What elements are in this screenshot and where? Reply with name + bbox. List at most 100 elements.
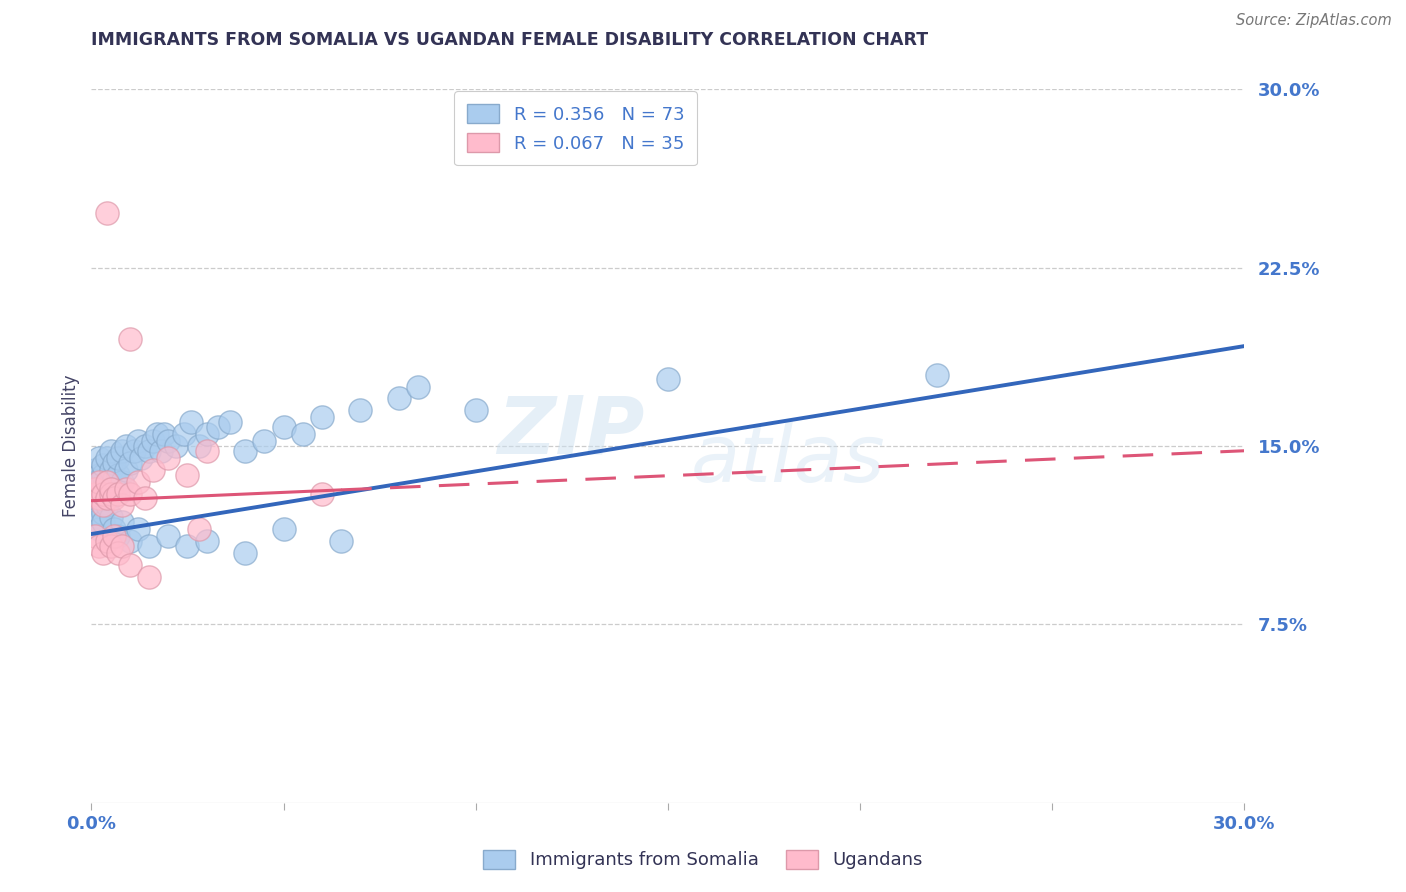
Point xyxy=(84,486,107,500)
Point xyxy=(87,491,110,506)
Point xyxy=(273,420,295,434)
Point xyxy=(107,529,129,543)
Point xyxy=(657,372,679,386)
Point xyxy=(91,546,114,560)
Point xyxy=(87,539,110,553)
Point xyxy=(118,456,141,470)
Y-axis label: Female Disability: Female Disability xyxy=(62,375,80,517)
Point xyxy=(111,499,134,513)
Point xyxy=(84,515,107,529)
Point xyxy=(253,434,276,449)
Point xyxy=(134,439,156,453)
Point xyxy=(311,486,333,500)
Point xyxy=(349,403,371,417)
Point xyxy=(91,482,114,496)
Point xyxy=(195,443,218,458)
Point xyxy=(91,486,114,500)
Point xyxy=(157,529,180,543)
Point xyxy=(173,427,195,442)
Point xyxy=(388,392,411,406)
Point xyxy=(207,420,229,434)
Point xyxy=(115,482,138,496)
Point xyxy=(96,534,118,549)
Point xyxy=(273,522,295,536)
Text: atlas: atlas xyxy=(690,421,886,500)
Point xyxy=(142,434,165,449)
Point xyxy=(122,443,145,458)
Point xyxy=(464,403,486,417)
Point xyxy=(96,206,118,220)
Point xyxy=(406,379,429,393)
Point xyxy=(103,522,125,536)
Point xyxy=(115,463,138,477)
Point xyxy=(96,475,118,489)
Point xyxy=(157,450,180,465)
Point xyxy=(96,499,118,513)
Point xyxy=(96,475,118,489)
Point xyxy=(107,450,129,465)
Point xyxy=(195,427,218,442)
Point xyxy=(138,570,160,584)
Point xyxy=(100,486,122,500)
Point xyxy=(87,522,110,536)
Point xyxy=(115,439,138,453)
Point xyxy=(131,450,153,465)
Point xyxy=(100,482,122,496)
Point xyxy=(107,486,129,500)
Legend: Immigrants from Somalia, Ugandans: Immigrants from Somalia, Ugandans xyxy=(474,840,932,879)
Point xyxy=(91,467,114,482)
Point xyxy=(100,539,122,553)
Point xyxy=(87,450,110,465)
Text: ZIP: ZIP xyxy=(498,392,645,471)
Point xyxy=(84,482,107,496)
Point xyxy=(96,486,118,500)
Point xyxy=(91,499,114,513)
Point xyxy=(111,539,134,553)
Point xyxy=(91,458,114,472)
Text: Source: ZipAtlas.com: Source: ZipAtlas.com xyxy=(1236,13,1392,29)
Point xyxy=(100,482,122,496)
Point xyxy=(180,415,202,429)
Point xyxy=(87,499,110,513)
Point xyxy=(176,467,198,482)
Point xyxy=(127,475,149,489)
Point xyxy=(84,529,107,543)
Point xyxy=(311,410,333,425)
Point xyxy=(127,434,149,449)
Point xyxy=(118,332,141,346)
Point xyxy=(91,506,114,520)
Point xyxy=(233,546,256,560)
Point xyxy=(330,534,353,549)
Point xyxy=(188,522,211,536)
Point xyxy=(84,475,107,489)
Point xyxy=(176,539,198,553)
Text: IMMIGRANTS FROM SOMALIA VS UGANDAN FEMALE DISABILITY CORRELATION CHART: IMMIGRANTS FROM SOMALIA VS UGANDAN FEMAL… xyxy=(91,31,928,49)
Point xyxy=(145,427,167,442)
Point xyxy=(91,515,114,529)
Point xyxy=(138,443,160,458)
Point xyxy=(103,491,125,506)
Point xyxy=(87,475,110,489)
Point xyxy=(111,515,134,529)
Point xyxy=(100,510,122,524)
Point xyxy=(149,443,172,458)
Point xyxy=(111,475,134,489)
Point xyxy=(103,529,125,543)
Point xyxy=(96,491,118,506)
Point xyxy=(103,456,125,470)
Point xyxy=(138,539,160,553)
Point xyxy=(103,472,125,486)
Point xyxy=(157,434,180,449)
Point xyxy=(118,486,141,500)
Point xyxy=(134,491,156,506)
Point xyxy=(111,443,134,458)
Point xyxy=(127,522,149,536)
Point xyxy=(107,467,129,482)
Point xyxy=(153,427,176,442)
Point xyxy=(118,558,141,572)
Point xyxy=(84,463,107,477)
Point xyxy=(195,534,218,549)
Point xyxy=(218,415,240,429)
Point xyxy=(925,368,948,382)
Legend: R = 0.356   N = 73, R = 0.067   N = 35: R = 0.356 N = 73, R = 0.067 N = 35 xyxy=(454,91,697,165)
